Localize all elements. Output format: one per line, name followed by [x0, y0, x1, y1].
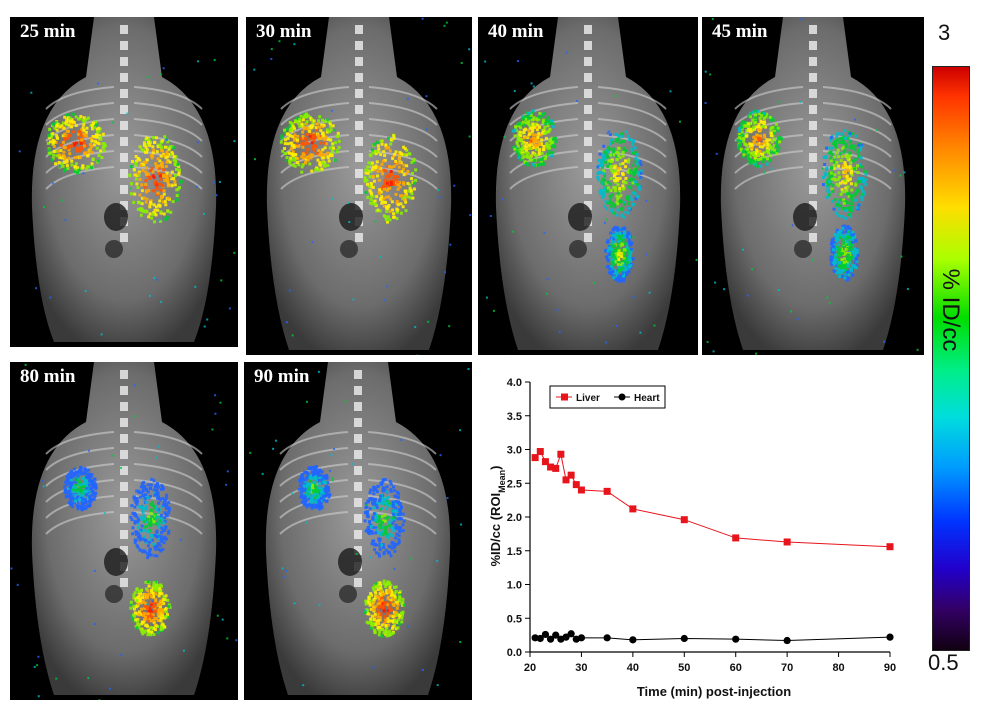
pet-ct-panel-4: 45 min: [702, 17, 924, 355]
body-silhouette: [265, 362, 451, 695]
y-tick-label: 4.0: [507, 377, 522, 389]
x-tick-label: 50: [678, 662, 690, 674]
pet-ct-image: [704, 17, 919, 355]
chart-legend: Liver Heart: [549, 385, 666, 409]
colorbar: [932, 66, 970, 651]
legend-label: Liver: [576, 393, 600, 404]
data-point-liver: [567, 471, 575, 479]
panel-time-label: 40 min: [488, 21, 544, 42]
data-point-heart: [629, 636, 637, 644]
panel-time-label: 25 min: [20, 21, 76, 42]
pet-ct-panel-5: 80 min: [10, 362, 238, 700]
uptake-line-chart: 20 30 40 50 60 70 80 90 0.0 0.5 1.0 1.5 2.0 2.5 3.0 3.5…: [488, 377, 896, 699]
data-point-heart: [536, 634, 544, 643]
body-silhouette: [495, 17, 681, 350]
pet-ct-image: [253, 17, 472, 355]
data-point-liver: [562, 476, 570, 484]
legend-marker: [618, 393, 626, 401]
series-line-heart: [535, 633, 891, 642]
data-point-heart: [552, 631, 560, 639]
data-point-heart: [886, 633, 894, 641]
data-point-heart: [567, 630, 575, 638]
data-point-liver: [541, 458, 549, 466]
y-axis-label-main: %ID/cc (ROI: [488, 493, 503, 567]
y-tick-label: 2.0: [507, 512, 522, 524]
panel-time-label: 45 min: [712, 21, 768, 42]
series-line-liver: [534, 450, 891, 548]
data-point-liver: [886, 543, 894, 551]
body-silhouette: [31, 362, 217, 695]
pet-ct-image: [18, 17, 236, 342]
colorbar-min-label: 0.5: [928, 650, 959, 675]
pet-ct-image: [249, 362, 470, 695]
x-tick-label: 80: [832, 662, 844, 674]
y-tick-label: 2.5: [507, 478, 522, 490]
data-point-heart: [680, 634, 688, 643]
pet-ct-image: [484, 17, 698, 355]
data-point-heart: [732, 635, 740, 643]
data-point-liver: [629, 505, 637, 513]
data-point-liver: [783, 538, 791, 546]
x-tick-label: 20: [524, 662, 536, 674]
chart-axes: 20 30 40 50 60 70 80 90 0.0 0.5 1.0 1.5 2.0 2.5 3.0 3.5…: [507, 377, 896, 674]
body-silhouette: [266, 17, 452, 350]
x-tick-label: 90: [884, 662, 896, 674]
y-tick-label: 3.5: [507, 411, 522, 423]
legend-box: [549, 385, 666, 409]
panel-time-label: 80 min: [20, 366, 76, 387]
y-tick-label: 1.0: [507, 580, 522, 592]
x-tick-label: 70: [781, 662, 793, 674]
data-point-heart: [562, 633, 570, 641]
data-point-liver: [547, 463, 555, 471]
colorbar-max-label: 3: [938, 20, 951, 45]
data-point-heart: [546, 635, 555, 643]
data-point-liver: [732, 534, 740, 542]
pet-ct-panel-3: 40 min: [478, 17, 698, 355]
data-point-heart: [603, 634, 611, 642]
y-axis-label: %ID/cc (ROIMean): [488, 465, 507, 566]
panel-time-label: 30 min: [256, 21, 312, 42]
pet-ct-panel-2: 30 min: [246, 17, 472, 355]
data-point-heart: [541, 630, 550, 639]
y-axis-label-close: ): [488, 465, 503, 469]
y-tick-label: 0.5: [507, 613, 522, 625]
body-silhouette: [720, 17, 906, 350]
data-point-liver: [603, 487, 611, 495]
y-tick-label: 3.0: [507, 445, 522, 457]
data-point-heart: [783, 636, 791, 645]
body-silhouette: [31, 17, 217, 342]
data-point-liver: [577, 486, 585, 494]
data-point-liver: [536, 448, 544, 456]
pet-ct-image: [10, 362, 238, 700]
x-tick-label: 30: [575, 662, 587, 674]
x-axis-label: Time (min) post-injection: [637, 684, 791, 699]
chart-series: [531, 448, 894, 645]
panel-time-label: 90 min: [254, 366, 310, 387]
x-tick-label: 40: [627, 662, 639, 674]
pet-ct-panel-1: 25 min: [10, 17, 238, 347]
colorbar-label-text: % ID/cc: [937, 268, 964, 352]
data-point-liver: [557, 450, 565, 458]
y-tick-label: 1.5: [507, 546, 522, 558]
data-point-liver: [531, 454, 539, 462]
y-axis-label-sub: Mean: [497, 470, 507, 493]
data-point-liver: [680, 516, 688, 524]
data-point-heart: [577, 634, 586, 642]
pet-ct-panel-6: 90 min: [244, 362, 472, 700]
x-tick-label: 60: [730, 662, 742, 674]
legend-label: Heart: [634, 393, 660, 404]
data-point-liver: [572, 481, 580, 489]
legend-marker: [561, 393, 568, 401]
y-tick-label: 0.0: [507, 647, 522, 659]
data-point-liver: [552, 464, 560, 472]
